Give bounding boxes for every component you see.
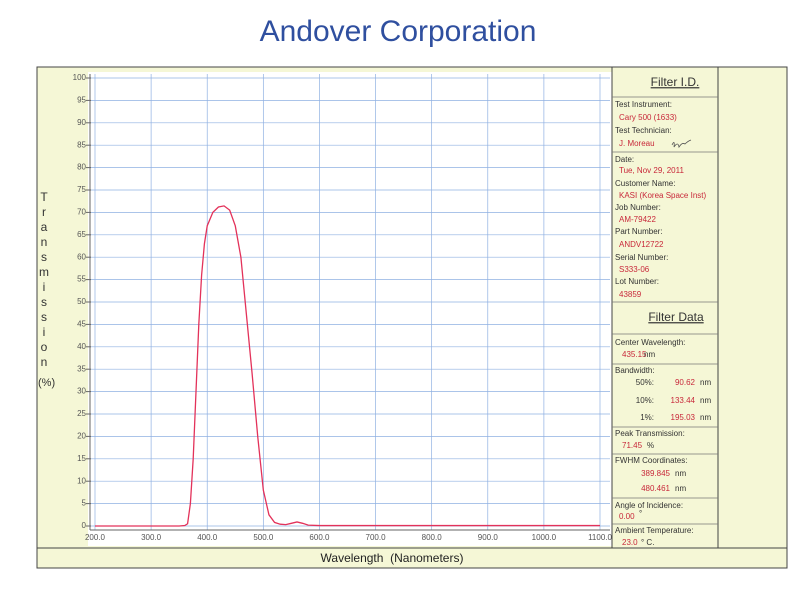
unit: nm — [700, 396, 711, 405]
y-tick-label: 25 — [77, 409, 86, 418]
x-tick-label: 200.0 — [85, 533, 106, 542]
plot-area — [88, 72, 612, 546]
y-tick-label: 0 — [82, 521, 87, 530]
field-label: Job Number: — [615, 203, 661, 212]
x-tick-label: 1000.0 — [532, 533, 557, 542]
field-label: Center Wavelength: — [615, 338, 685, 347]
y-tick-label: 30 — [77, 387, 86, 396]
field-label: Serial Number: — [615, 253, 668, 262]
y-tick-label: 95 — [77, 96, 86, 105]
y-tick-label: 90 — [77, 118, 86, 127]
unit: % — [647, 441, 654, 450]
y-tick-label: 100 — [73, 73, 87, 82]
field-label: Peak Transmission: — [615, 429, 685, 438]
x-axis-label: Wavelength (Nanometers) — [321, 551, 464, 565]
y-tick-label: 70 — [77, 208, 86, 217]
y-tick-label: 10 — [77, 476, 86, 485]
field-label: Ambient Temperature: — [615, 526, 694, 535]
x-tick-label: 700.0 — [366, 533, 387, 542]
section-heading: Filter Data — [648, 310, 704, 324]
x-tick-label: 300.0 — [141, 533, 162, 542]
y-tick-label: 15 — [77, 454, 86, 463]
field-value: J. Moreau — [619, 139, 655, 148]
field-value: S333-06 — [619, 265, 650, 274]
x-tick-label: 800.0 — [422, 533, 443, 542]
unit: nm — [700, 378, 711, 387]
field-label: Part Number: — [615, 227, 663, 236]
unit: nm — [700, 413, 711, 422]
field-value: ANDV12722 — [619, 240, 664, 249]
level: 10%: — [636, 396, 654, 405]
x-tick-label: 1100.0 — [588, 533, 612, 542]
unit: nm — [675, 469, 686, 478]
y-tick-label: 65 — [77, 230, 86, 239]
y-tick-label: 35 — [77, 364, 86, 373]
field-value: 133.44 — [671, 396, 696, 405]
field-label: Lot Number: — [615, 277, 659, 286]
section-heading: Filter I.D. — [651, 75, 700, 89]
field-value: 71.45 — [622, 441, 643, 450]
level: 50%: — [636, 378, 654, 387]
y-tick-label: 75 — [77, 185, 86, 194]
page-title: Andover Corporation — [260, 15, 537, 48]
field-value: 435.15 — [622, 350, 647, 359]
field-label: Test Instrument: — [615, 100, 672, 109]
unit: ° — [639, 509, 642, 518]
field-value: 23.0 — [622, 538, 638, 547]
field-label: Customer Name: — [615, 179, 675, 188]
y-axis-label: Transmission — [37, 190, 51, 370]
y-tick-label: 85 — [77, 140, 86, 149]
y-axis-unit: (%) — [38, 377, 56, 389]
field-value: 389.845 — [641, 469, 670, 478]
x-tick-label: 900.0 — [478, 533, 499, 542]
unit: nm — [644, 350, 655, 359]
unit: nm — [675, 484, 686, 493]
field-value: 90.62 — [675, 378, 696, 387]
x-tick-label: 400.0 — [197, 533, 218, 542]
level: 1%: — [640, 413, 654, 422]
field-label: Date: — [615, 155, 634, 164]
y-tick-label: 40 — [77, 342, 86, 351]
field-label: Test Technician: — [615, 126, 672, 135]
y-tick-label: 80 — [77, 163, 86, 172]
field-value: 0.00 — [619, 512, 635, 521]
y-tick-label: 60 — [77, 252, 86, 261]
field-label: Bandwidth: — [615, 366, 655, 375]
x-tick-label: 500.0 — [253, 533, 274, 542]
y-tick-label: 50 — [77, 297, 86, 306]
y-tick-label: 55 — [77, 275, 86, 284]
unit: ° C. — [641, 538, 654, 547]
field-value: KASI (Korea Space Inst) — [619, 191, 706, 200]
field-value: AM-79422 — [619, 215, 656, 224]
field-value: 43859 — [619, 290, 642, 299]
signature — [671, 139, 692, 149]
field-value: 195.03 — [671, 413, 696, 422]
y-tick-label: 20 — [77, 432, 86, 441]
field-value: Cary 500 (1633) — [619, 113, 677, 122]
y-tick-label: 45 — [77, 320, 86, 329]
field-value: 480.461 — [641, 484, 670, 493]
field-label: Angle of Incidence: — [615, 501, 683, 510]
field-value: Tue, Nov 29, 2011 — [619, 166, 684, 175]
y-tick-label: 5 — [82, 499, 87, 508]
data-line — [95, 205, 600, 527]
field-label: FWHM Coordinates: — [615, 456, 687, 465]
x-tick-label: 600.0 — [309, 533, 330, 542]
